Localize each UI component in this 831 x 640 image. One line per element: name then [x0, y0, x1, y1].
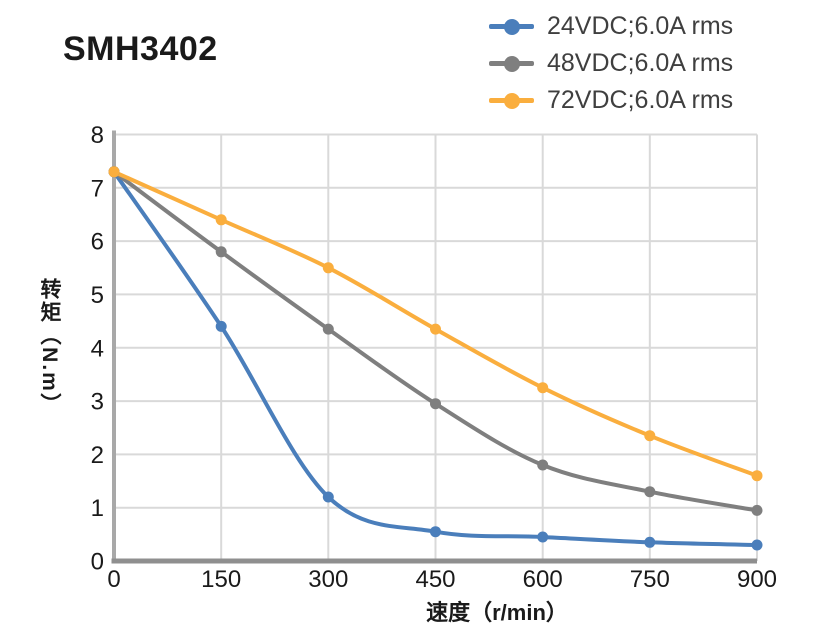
y-axis-title: 转矩（N.m）: [38, 278, 61, 416]
legend-marker: [489, 55, 534, 72]
y-tick-label: 1: [91, 495, 104, 522]
data-point-s2: [537, 382, 549, 394]
y-tick-label: 2: [91, 442, 104, 469]
data-point-s2: [644, 430, 656, 442]
y-tick-label: 5: [91, 282, 104, 309]
x-axis-title: 速度（r/min）: [426, 600, 568, 625]
data-point-s1: [215, 246, 227, 258]
data-point-s2: [322, 262, 334, 274]
x-tick-label: 300: [308, 566, 348, 593]
legend-label: 72VDC;6.0A rms: [547, 86, 734, 114]
data-point-s1: [751, 504, 763, 516]
legend-label: 24VDC;6.0A rms: [547, 12, 734, 40]
legend-item-0: 24VDC;6.0A rms: [489, 8, 733, 45]
legend: 24VDC;6.0A rms 48VDC;6.0A rms 72VDC;6.0A r…: [489, 8, 733, 119]
legend-marker-dot: [503, 55, 520, 72]
legend-item-1: 48VDC;6.0A rms: [489, 45, 733, 82]
data-point-s1: [322, 323, 334, 335]
legend-item-2: 72VDC;6.0A rms: [489, 82, 733, 119]
data-point-s1: [430, 398, 441, 410]
y-tick-label: 6: [91, 229, 104, 256]
legend-marker: [489, 92, 534, 109]
data-point-s2: [430, 323, 441, 335]
x-tick-label: 600: [523, 566, 563, 593]
data-point-s0: [644, 536, 656, 548]
x-tick-label: 150: [201, 566, 241, 593]
data-point-s0: [751, 539, 763, 551]
data-point-s0: [430, 526, 441, 538]
data-point-s1: [644, 486, 656, 498]
x-tick-label: 0: [107, 566, 120, 593]
page-title: SMH3402: [63, 30, 218, 68]
data-point-s1: [537, 459, 549, 471]
data-point-s0: [322, 491, 334, 503]
legend-label: 48VDC;6.0A rms: [547, 49, 734, 77]
y-tick-label: 7: [91, 175, 104, 202]
y-tick-label: 4: [91, 335, 104, 362]
y-tick-label: 3: [91, 389, 104, 416]
x-tick-label: 450: [415, 566, 455, 593]
legend-marker-dot: [503, 92, 520, 109]
x-tick-label: 750: [630, 566, 670, 593]
data-point-s2: [215, 214, 227, 226]
x-tick-label: 900: [737, 566, 777, 593]
y-tick-label: 0: [91, 549, 104, 576]
data-point-s2: [108, 166, 120, 178]
data-point-s2: [751, 470, 763, 482]
data-point-s0: [215, 320, 227, 332]
legend-marker: [489, 18, 534, 35]
data-point-s0: [537, 531, 549, 543]
legend-marker-dot: [503, 18, 520, 35]
y-tick-label: 8: [91, 122, 104, 149]
